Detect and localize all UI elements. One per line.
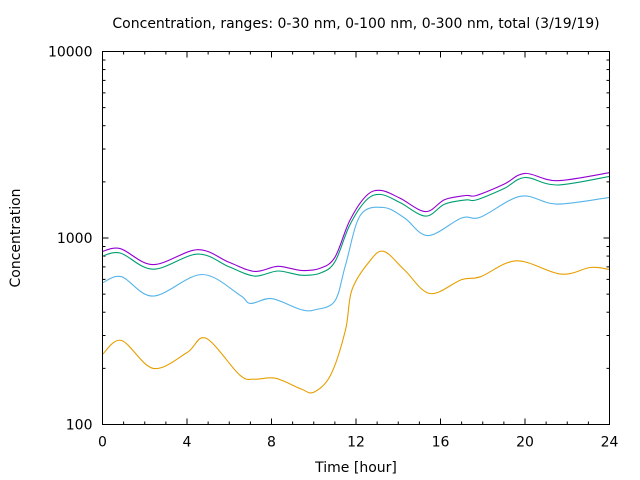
series-line-0-30-nm	[102, 250, 610, 394]
y-tick-label: 10000	[48, 45, 93, 61]
x-tick-label: 8	[267, 435, 276, 451]
y-tick-label: 100	[66, 418, 93, 434]
series-line-total	[102, 172, 610, 272]
plot-frame	[102, 51, 610, 425]
x-tick-label: 16	[432, 435, 450, 451]
x-tick-label: 20	[516, 435, 534, 451]
x-tick-label: 24	[601, 435, 619, 451]
x-tick-label: 4	[183, 435, 192, 451]
y-axis-label: Concentration	[8, 188, 24, 287]
x-tick-label: 12	[347, 435, 365, 451]
x-tick-label: 0	[98, 435, 107, 451]
x-axis-label: Time [hour]	[314, 460, 397, 476]
chart-title: Concentration, ranges: 0-30 nm, 0-100 nm…	[112, 16, 599, 32]
y-tick-label: 1000	[57, 231, 93, 247]
series-line-0-300-nm	[102, 175, 610, 277]
series-line-0-100-nm	[102, 195, 610, 312]
